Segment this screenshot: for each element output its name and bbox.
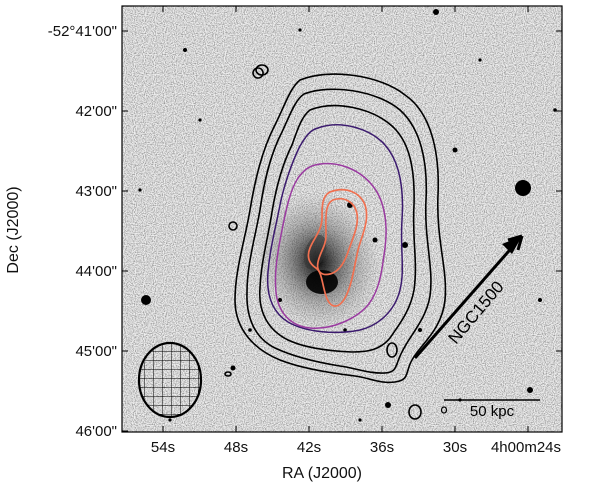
sky-image [122, 6, 562, 432]
y-tick-label: 45'00" [75, 343, 117, 360]
x-tick-label: 4h00m24s [491, 439, 561, 456]
x-tick-label: 36s [370, 439, 394, 456]
x-tick-label: 42s [297, 439, 321, 456]
y-tick-label: -52°41'00" [48, 23, 117, 40]
y-axis-title: Dec (J2000) [5, 186, 22, 273]
y-tick-label: 43'00" [75, 183, 117, 200]
x-tick-label: 30s [443, 439, 467, 456]
y-tick-label: 44'00" [75, 263, 117, 280]
y-tick-label: 46'00" [75, 423, 117, 440]
scale-bar-label: 50 kpc [470, 403, 515, 420]
beam-ellipse [139, 343, 201, 417]
x-tick-label: 48s [224, 439, 248, 456]
x-tick-label: 54s [151, 439, 175, 456]
y-tick-label: 42'00" [75, 103, 117, 120]
x-axis-title: RA (J2000) [282, 465, 362, 482]
